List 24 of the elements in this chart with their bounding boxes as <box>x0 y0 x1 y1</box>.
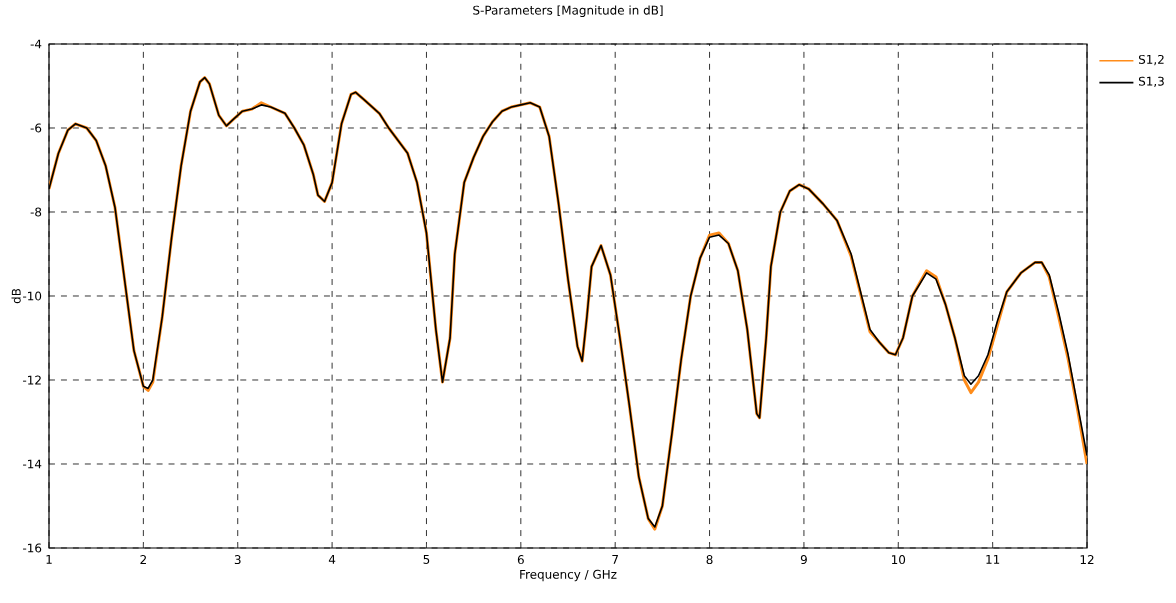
x-tick-label: 7 <box>612 555 618 564</box>
x-tick-label: 2 <box>140 555 146 564</box>
y-tick-label: -12 <box>23 375 41 385</box>
y-tick-label: -6 <box>30 123 42 133</box>
x-tick-label: 4 <box>328 555 336 564</box>
x-tick-label: 6 <box>517 555 524 565</box>
y-tick-label: -14 <box>23 459 42 469</box>
y-tick-label: -4 <box>30 39 42 49</box>
legend-label: S1,2 <box>1138 54 1164 66</box>
y-tick-label: -10 <box>23 291 42 301</box>
x-tick-label: 9 <box>800 555 807 565</box>
legend-label: S1,3 <box>1138 76 1164 87</box>
x-tick-label: 3 <box>234 555 241 565</box>
x-axis-title: Frequency / GHz <box>520 569 617 582</box>
y-tick-label: -8 <box>30 207 42 217</box>
x-tick-label: 10 <box>891 555 906 565</box>
x-tick-label: 8 <box>706 555 713 565</box>
x-tick-label: 11 <box>986 555 1000 564</box>
chart-title: S-Parameters [Magnitude in dB] <box>473 5 663 18</box>
x-tick-label: 5 <box>423 555 430 564</box>
y-tick-label: -16 <box>23 543 42 553</box>
x-tick-label: 12 <box>1080 555 1094 564</box>
y-axis-title: dB <box>11 288 21 304</box>
x-tick-label: 1 <box>46 555 52 564</box>
